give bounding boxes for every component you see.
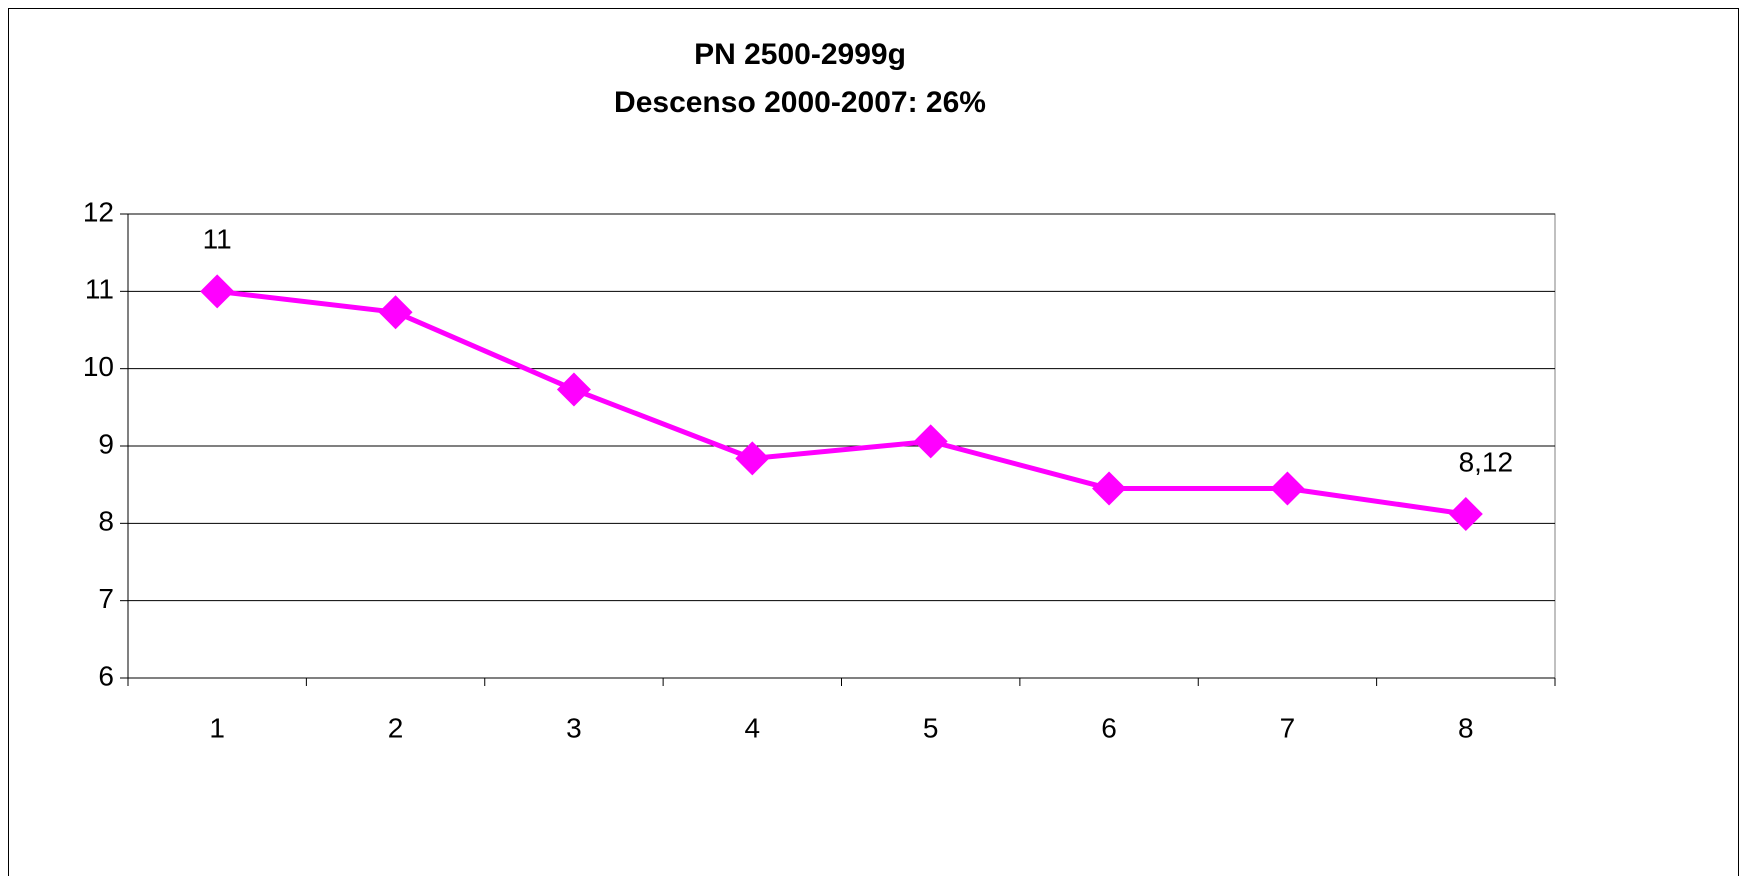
y-tick-label: 8 (98, 506, 114, 537)
x-tick-label: 5 (923, 712, 939, 743)
x-tick-label: 4 (745, 712, 761, 743)
x-tick-label: 1 (209, 712, 225, 743)
data-marker (735, 441, 770, 476)
chart-title: PN 2500-2999g (694, 38, 906, 71)
data-label: 11 (203, 224, 232, 255)
x-tick-label: 3 (566, 712, 582, 743)
y-tick-label: 11 (85, 274, 114, 305)
data-marker (913, 424, 948, 459)
y-tick-label: 12 (83, 196, 114, 227)
data-marker (378, 295, 413, 330)
x-tick-label: 6 (1101, 712, 1117, 743)
data-line (216, 288, 1467, 517)
data-marker (1270, 471, 1305, 506)
y-tick-label: 6 (98, 660, 114, 691)
x-tick-label: 7 (1280, 712, 1296, 743)
x-tick-label: 8 (1458, 712, 1474, 743)
data-marker (200, 274, 235, 309)
data-marker (1092, 471, 1127, 506)
chart-subtitle: Descenso 2000-2007: 26% (614, 86, 986, 119)
y-tick-label: 9 (98, 428, 114, 459)
data-label: 8,12 (1459, 446, 1514, 477)
x-tick-label: 2 (388, 712, 404, 743)
data-marker (1448, 497, 1483, 532)
y-tick-label: 10 (83, 351, 114, 382)
y-tick-label: 7 (98, 583, 114, 614)
data-marker (556, 372, 591, 407)
